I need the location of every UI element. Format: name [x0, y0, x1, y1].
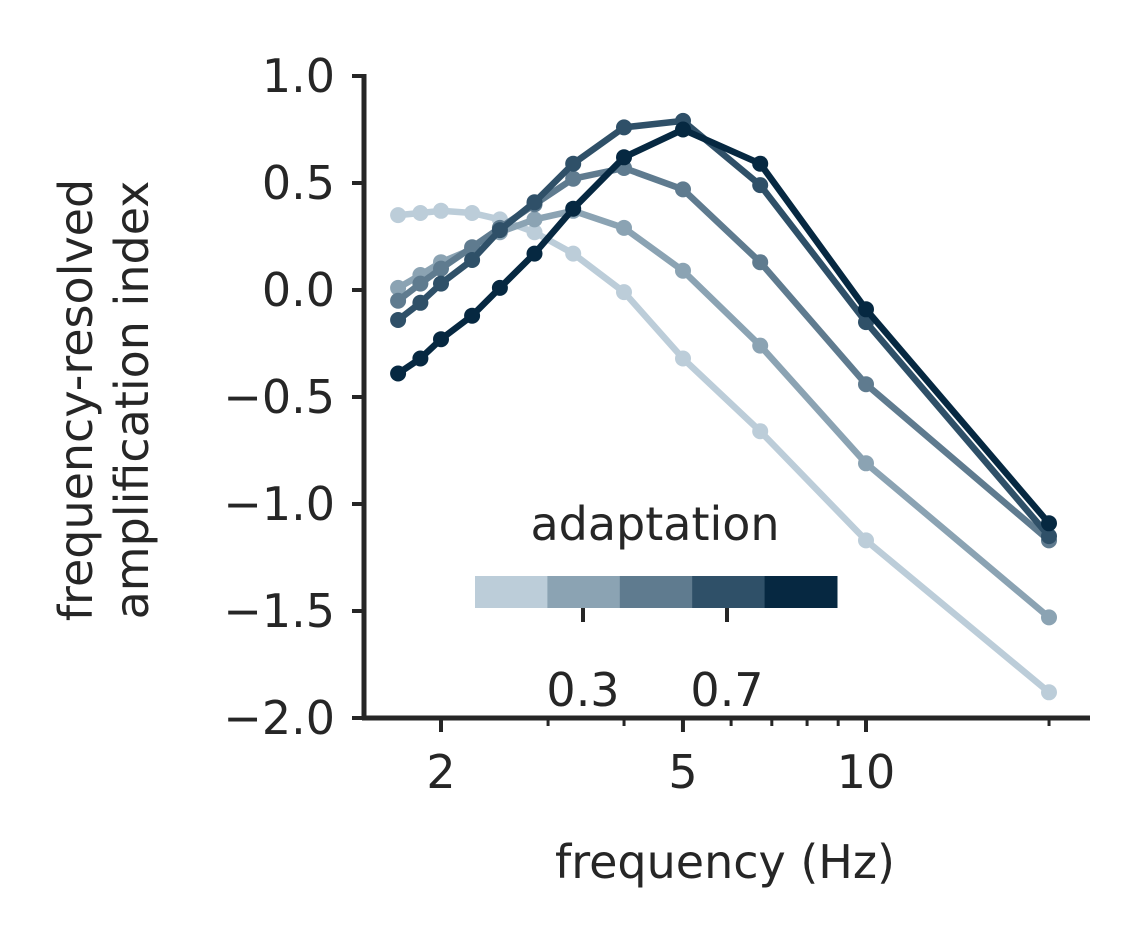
x-ticks: 2 5 10: [426, 718, 1051, 799]
legend-swatch: [475, 576, 548, 608]
data-point: [390, 312, 407, 328]
y-tick-label: −0.5: [223, 370, 335, 424]
data-point: [858, 455, 874, 472]
data-point: [1041, 515, 1057, 532]
data-point: [565, 155, 582, 172]
data-point: [616, 149, 632, 166]
y-tick-label: −1.5: [223, 584, 335, 638]
data-point: [526, 211, 543, 228]
data-point: [565, 245, 582, 262]
data-point: [390, 365, 407, 382]
legend-swatch: [692, 576, 766, 608]
y-axis-label-line-2: amplification index: [105, 181, 159, 620]
data-point: [433, 331, 449, 348]
data-point: [565, 170, 582, 187]
y-ticks: 1.0 0.5 0.0 −0.5 −1.0 −1.5 −2.0: [223, 49, 364, 745]
x-tick-label: 5: [668, 745, 697, 799]
data-point: [616, 119, 632, 136]
series-line-5: [394, 126, 1053, 527]
legend-ticks: 0.3 0.7: [546, 608, 764, 717]
legend-title: adaptation: [530, 497, 779, 551]
data-point: [1041, 609, 1057, 626]
data-point: [616, 284, 632, 301]
data-point: [752, 155, 769, 172]
data-point: [752, 337, 769, 354]
legend-swatch: [547, 576, 621, 608]
data-point: [675, 350, 691, 367]
y-tick-label: −2.0: [223, 691, 335, 745]
series-layer: [390, 112, 1057, 701]
data-point: [526, 194, 543, 211]
legend-swatches: [475, 576, 838, 608]
data-point: [433, 275, 449, 292]
legend-swatch: [619, 576, 693, 608]
x-tick-label: 10: [837, 745, 896, 799]
y-tick-label: 0.5: [262, 156, 335, 210]
colorbar-legend: adaptation 0.3 0.7: [475, 497, 838, 717]
data-point: [675, 121, 691, 138]
data-point: [464, 252, 481, 268]
data-point: [433, 260, 449, 277]
data-point: [858, 301, 874, 318]
y-tick-label: 1.0: [262, 49, 335, 103]
data-point: [412, 350, 429, 367]
data-point: [565, 200, 582, 217]
data-point: [491, 279, 508, 296]
y-tick-label: 0.0: [262, 263, 335, 317]
data-point: [412, 294, 429, 311]
data-point: [526, 224, 543, 241]
x-tick-label: 2: [426, 745, 455, 799]
legend-tick-label: 0.3: [546, 663, 619, 717]
series-line-4: [394, 117, 1053, 540]
data-point: [491, 222, 508, 239]
data-point: [412, 275, 429, 292]
data-point: [752, 254, 769, 271]
y-axis-label-line-1: frequency-resolved: [49, 179, 103, 621]
data-point: [464, 205, 481, 221]
data-point: [433, 202, 449, 219]
data-point: [858, 376, 874, 393]
data-point: [464, 307, 481, 324]
data-point: [412, 205, 429, 221]
data-point: [526, 245, 543, 262]
legend-tick-label: 0.7: [690, 663, 763, 717]
x-axis-label: frequency (Hz): [555, 835, 895, 889]
data-point: [858, 532, 874, 549]
data-point: [752, 423, 769, 440]
data-point: [1041, 684, 1057, 701]
data-point: [616, 219, 632, 236]
data-point: [675, 181, 691, 198]
data-point: [390, 207, 407, 224]
data-point: [675, 262, 691, 279]
data-point: [1041, 528, 1057, 545]
legend-swatch: [764, 576, 838, 608]
data-point: [390, 292, 407, 309]
data-point: [752, 177, 769, 194]
data-point: [390, 279, 407, 296]
y-tick-label: −1.0: [223, 477, 335, 531]
